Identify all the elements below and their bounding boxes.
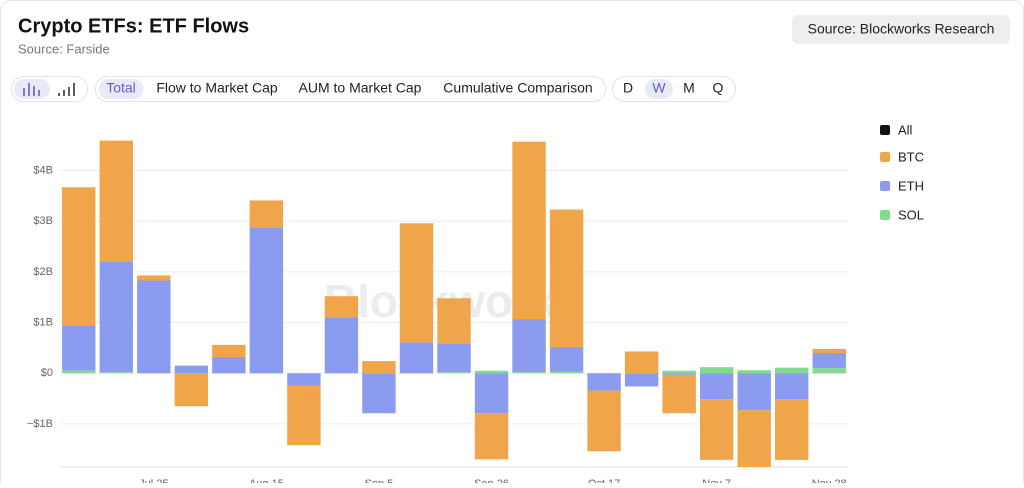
bar-segment bbox=[549, 346, 584, 372]
legend-label[interactable]: All bbox=[898, 122, 913, 137]
tab[interactable]: Cumulative Comparison bbox=[443, 80, 592, 96]
bar-segment bbox=[587, 373, 621, 391]
tab[interactable]: AUM to Market Cap bbox=[299, 80, 422, 96]
x-tick-label: Sep 5 bbox=[365, 478, 394, 483]
bar-icon-alt[interactable] bbox=[58, 83, 75, 96]
bar-segment bbox=[737, 370, 771, 374]
legend-swatch bbox=[880, 152, 890, 162]
bar-segment bbox=[662, 373, 696, 375]
bar-segment bbox=[812, 352, 846, 369]
bar-segment bbox=[62, 187, 96, 326]
bar-segment bbox=[62, 370, 96, 374]
bar-segment bbox=[212, 357, 246, 374]
x-tick-label: Nov 28 bbox=[812, 478, 847, 483]
legend-swatch bbox=[880, 210, 890, 220]
bar-segment bbox=[99, 261, 133, 373]
tab[interactable]: Flow to Market Cap bbox=[156, 80, 278, 96]
x-tick-label: Sep 26 bbox=[474, 478, 509, 483]
bar-segment bbox=[775, 399, 809, 460]
bar-segment bbox=[587, 390, 621, 452]
period-tab[interactable]: M bbox=[683, 80, 695, 96]
bar-segment bbox=[624, 373, 659, 387]
bar-segment bbox=[137, 275, 171, 281]
bar-segment bbox=[775, 373, 809, 400]
bar-segment bbox=[99, 140, 133, 262]
bar-segment bbox=[324, 317, 359, 374]
bar-segment bbox=[437, 372, 471, 374]
bar-segment bbox=[775, 367, 809, 374]
legend-label[interactable]: BTC bbox=[898, 149, 924, 164]
bar-segment bbox=[212, 344, 246, 358]
bar-segment bbox=[287, 373, 321, 386]
bar-segment bbox=[399, 342, 434, 374]
bar-segment bbox=[474, 373, 509, 414]
source-button-text[interactable]: Source: Blockworks Research bbox=[808, 21, 995, 37]
x-tick-label: Jul 25 bbox=[139, 478, 168, 483]
tab-group bbox=[95, 76, 606, 102]
bar-segment bbox=[737, 410, 771, 467]
x-tick-label: Aug 15 bbox=[249, 478, 284, 483]
bar-segment bbox=[437, 298, 471, 344]
bar-segment bbox=[362, 373, 396, 414]
bar-segment bbox=[812, 368, 846, 374]
subtitle: Source: Farside bbox=[18, 41, 110, 56]
bar-segment bbox=[474, 413, 509, 460]
legend-swatch bbox=[880, 181, 890, 191]
bar-segment bbox=[662, 370, 696, 374]
y-tick-label: $4B bbox=[33, 164, 53, 176]
bar-segment bbox=[324, 296, 359, 318]
legend-label[interactable]: SOL bbox=[898, 207, 924, 222]
y-tick-label: $2B bbox=[33, 266, 53, 278]
y-tick-label: −$1B bbox=[27, 418, 53, 430]
bar-segment bbox=[137, 280, 171, 374]
bar-segment bbox=[99, 372, 133, 374]
bar-segment bbox=[512, 372, 546, 374]
bar-segment bbox=[549, 209, 584, 347]
bar-segment bbox=[512, 319, 546, 373]
y-tick-label: $3B bbox=[33, 215, 53, 227]
y-tick-label: $0 bbox=[41, 367, 53, 379]
tab[interactable]: Total bbox=[106, 80, 136, 96]
source-button[interactable] bbox=[792, 15, 1010, 44]
period-group bbox=[612, 76, 736, 102]
period-tab[interactable]: W bbox=[652, 80, 666, 96]
tab-active-bg bbox=[98, 79, 144, 99]
period-tab[interactable]: D bbox=[623, 80, 633, 96]
bar-segment bbox=[287, 385, 321, 446]
bar-segment bbox=[699, 367, 734, 374]
x-tick-label: Oct 17 bbox=[588, 478, 620, 483]
bar-icon-button[interactable] bbox=[14, 79, 50, 99]
period-tab[interactable]: Q bbox=[713, 80, 724, 96]
legend-label[interactable]: ETH bbox=[898, 178, 924, 193]
bar-segment bbox=[362, 361, 396, 374]
legend-swatch bbox=[880, 125, 890, 135]
bar-segment bbox=[399, 223, 434, 343]
title: Crypto ETFs: ETF Flows bbox=[18, 15, 249, 37]
bar-icon bbox=[23, 83, 40, 96]
bar-segment bbox=[699, 373, 734, 400]
period-active-bg bbox=[645, 79, 673, 99]
bar-segment bbox=[174, 373, 209, 407]
x-tick-label: Nov 7 bbox=[702, 478, 731, 483]
bar-segment bbox=[662, 374, 696, 414]
bar-segment bbox=[437, 343, 471, 373]
bar-segment bbox=[249, 227, 284, 374]
bar-segment bbox=[812, 348, 846, 353]
bar-segment bbox=[174, 365, 209, 374]
bar-segment bbox=[737, 373, 771, 411]
bar-segment bbox=[512, 141, 546, 320]
bar-segment bbox=[549, 371, 584, 374]
bar-segment bbox=[624, 351, 659, 374]
bar-segment bbox=[474, 370, 509, 374]
bar-segment bbox=[699, 399, 734, 460]
bar-segment bbox=[249, 200, 284, 228]
bar-segment bbox=[62, 325, 96, 371]
y-tick-label: $1B bbox=[33, 316, 53, 328]
